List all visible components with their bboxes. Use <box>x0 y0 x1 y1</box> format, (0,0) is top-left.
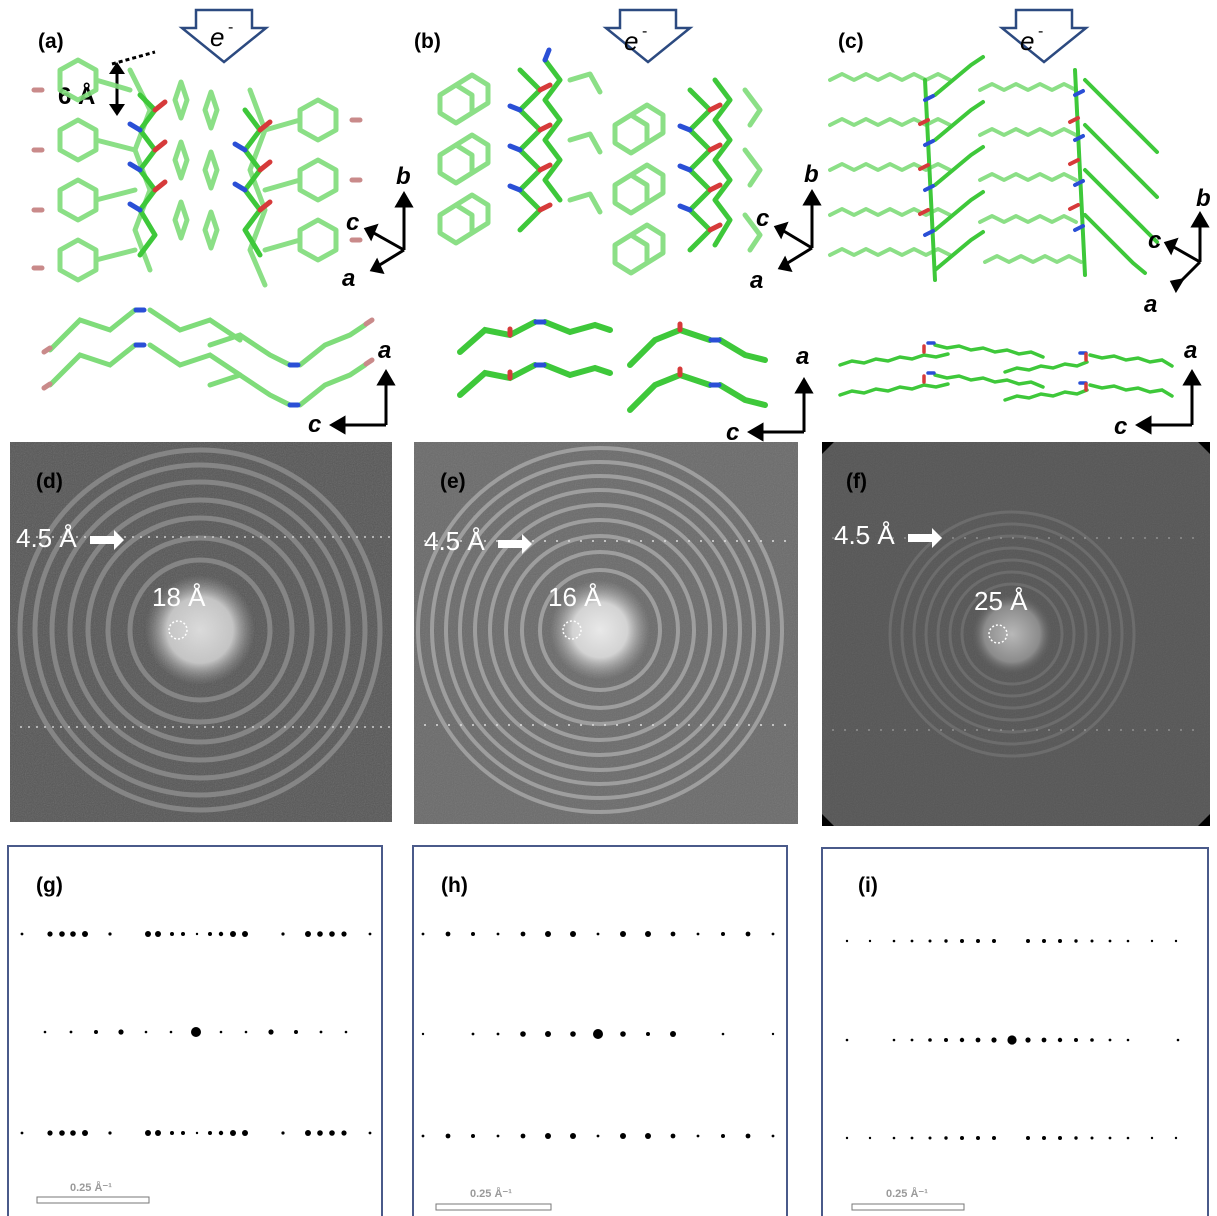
axis-c-end-label-b: c <box>726 419 739 446</box>
beam-label-sup: - <box>228 19 233 36</box>
beam-arrow-b: e - <box>602 8 694 64</box>
fft-panel-e: (e) 4.5 Å 16 Å <box>414 442 798 824</box>
panel-label-a: (a) <box>38 30 64 53</box>
fft-rings-d <box>17 447 383 813</box>
spot-row-i-bottom <box>845 1136 1178 1140</box>
axes-triad-c-end <box>1135 369 1202 435</box>
center-spacing-label-f: 25 Å <box>974 586 1028 616</box>
axis-b-label-c: b <box>1196 185 1211 212</box>
diffraction-panel-g: (g) 0.25 Å⁻¹ <box>7 845 383 1216</box>
axis-c-label-b: c <box>756 205 769 232</box>
scale-bar-h: 0.25 Å⁻¹ <box>435 1187 552 1211</box>
axis-a-end-label-a: a <box>378 337 391 364</box>
scale-bar-i: 0.25 Å⁻¹ <box>851 1187 965 1211</box>
axis-a-end-label-c: a <box>1184 337 1197 364</box>
panel-c: (c) e - <box>828 8 1211 440</box>
beam-arrow-c: e - <box>998 8 1090 64</box>
layer-arrow-f <box>908 528 942 548</box>
axes-triad-b-end <box>747 377 814 442</box>
axis-b-label-a: b <box>396 163 411 190</box>
panel-label-c: (c) <box>838 30 864 53</box>
molecular-structure-a-side <box>31 57 363 288</box>
spot-row-g-mid <box>43 1027 348 1037</box>
beam-label-b: e <box>624 26 638 56</box>
axis-c-label-a: c <box>346 209 359 236</box>
beam-label-c: e <box>1020 26 1034 56</box>
center-spacing-label-e: 16 Å <box>548 582 602 612</box>
panel-b: (b) e - <box>414 8 822 446</box>
beam-label-sup-b: - <box>642 23 647 40</box>
spot-row-h-mid <box>421 1029 775 1039</box>
panel-label-d: (d) <box>36 470 63 493</box>
spot-row-i-mid <box>845 1035 1180 1045</box>
layer-arrow-e <box>498 534 532 554</box>
panel-label-f: (f) <box>846 470 867 493</box>
panel-a: (a) e - 6 Å <box>31 8 414 438</box>
molecular-structure-c-end <box>838 341 1174 402</box>
beam-label: e <box>210 22 224 52</box>
axis-a-label-b: a <box>750 267 763 294</box>
fft-marker-circle-f <box>988 624 1008 644</box>
axis-c-end-label-c: c <box>1114 413 1127 440</box>
axes-triad-c <box>1163 211 1210 294</box>
beam-arrow-a: e - <box>178 8 270 64</box>
axis-c-label-c: c <box>1148 227 1161 254</box>
fft-marker-circle-d <box>168 620 188 640</box>
axes-triad-a-end <box>329 369 396 435</box>
layer-spacing-label-d: 4.5 Å <box>16 523 77 553</box>
scale-bar-label-i: 0.25 Å⁻¹ <box>886 1187 928 1200</box>
molecular-structure-b-side <box>437 47 763 276</box>
fft-panel-f: (f) 4.5 Å 25 Å <box>822 442 1210 826</box>
scale-bar-label-h: 0.25 Å⁻¹ <box>470 1187 512 1200</box>
axis-a-end-label-b: a <box>796 343 809 370</box>
panel-label-g: (g) <box>36 874 63 897</box>
beam-label-sup-c: - <box>1038 23 1043 40</box>
spot-row-g-bottom <box>20 1130 372 1136</box>
molecular-structure-c-side <box>828 55 1159 282</box>
center-spacing-label-d: 18 Å <box>152 582 206 612</box>
axis-b-label-b: b <box>804 161 819 188</box>
molecular-structure-b-end <box>457 319 768 413</box>
layer-spacing-label-e: 4.5 Å <box>424 526 485 556</box>
panel-label-h: (h) <box>441 874 468 897</box>
axis-c-end-label-a: c <box>308 411 321 438</box>
axis-a-label-a: a <box>342 265 355 292</box>
diffraction-panel-i: (i) 0.25 Å⁻¹ <box>821 847 1209 1216</box>
spot-row-g-top <box>20 931 372 937</box>
spot-row-h-bottom <box>421 1133 775 1139</box>
panel-label-i: (i) <box>858 874 878 897</box>
spot-row-i-top <box>845 939 1178 943</box>
panel-label-e: (e) <box>440 470 466 493</box>
axes-triad-a <box>363 191 414 275</box>
fft-rings-e <box>416 446 784 814</box>
axis-a-label-c: a <box>1144 291 1157 318</box>
panel-label-b: (b) <box>414 30 441 53</box>
fft-rings-f <box>888 510 1136 758</box>
scale-bar-label-g: 0.25 Å⁻¹ <box>70 1181 112 1194</box>
molecular-structure-a-end <box>41 307 375 408</box>
axes-triad-b <box>773 189 822 273</box>
fft-marker-circle-e <box>562 620 582 640</box>
fft-panel-d: (d) 4.5 Å 18 Å <box>10 442 392 822</box>
spot-row-h-top <box>421 931 775 937</box>
scale-bar-g: 0.25 Å⁻¹ <box>36 1181 150 1204</box>
layer-spacing-label-f: 4.5 Å <box>834 520 895 550</box>
layer-arrow-d <box>90 530 124 550</box>
diffraction-panel-h: (h) 0.25 Å⁻¹ <box>412 845 788 1216</box>
